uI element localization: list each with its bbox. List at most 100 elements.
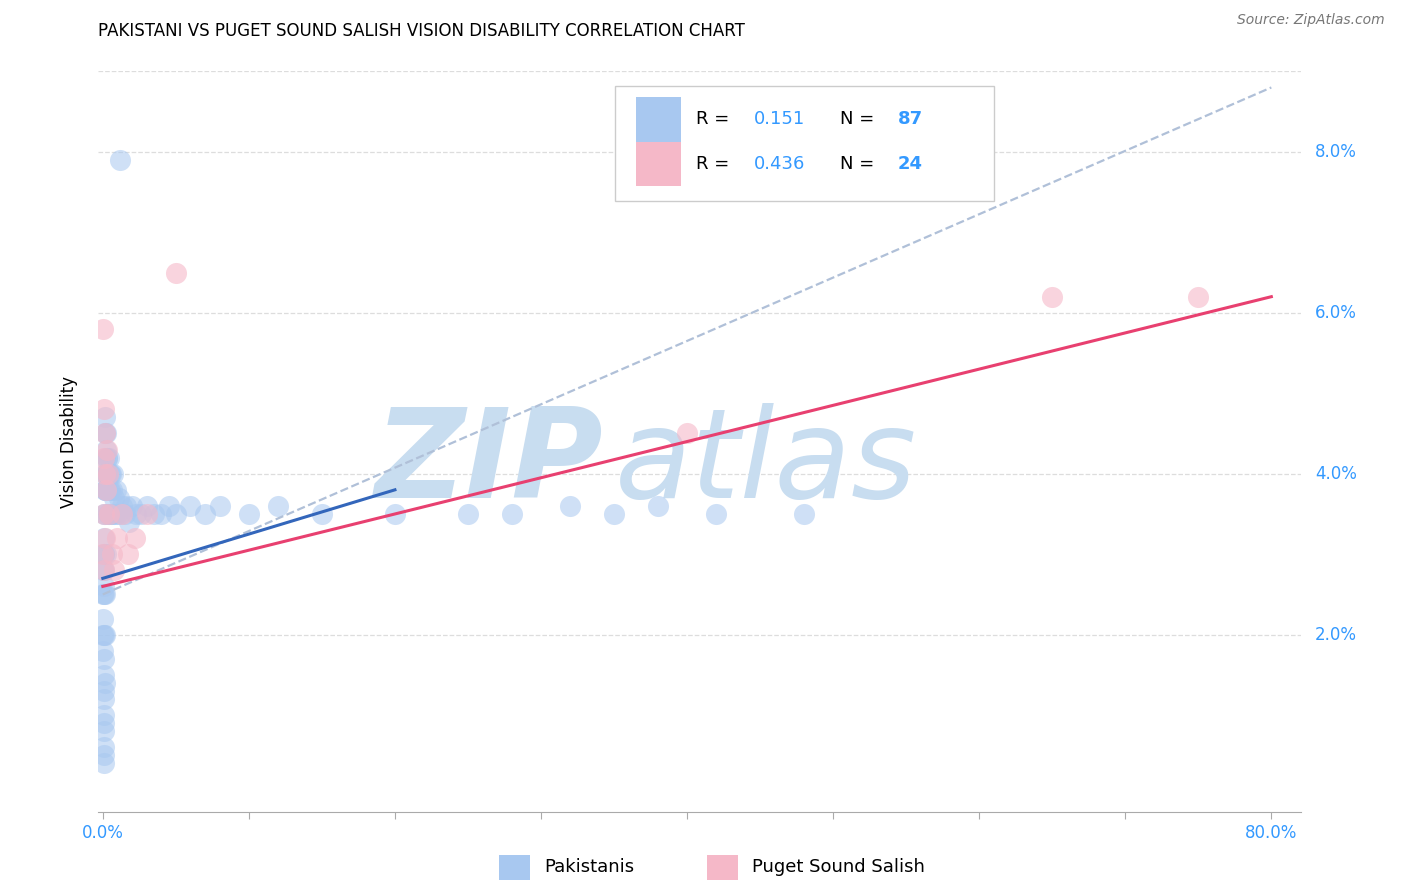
- Y-axis label: Vision Disability: Vision Disability: [59, 376, 77, 508]
- Point: [94, 467, 117, 481]
- Point: [93, 426, 115, 441]
- Point: [135, 507, 157, 521]
- Point: [94, 531, 117, 545]
- Point: [94, 507, 117, 521]
- Point: [150, 507, 173, 521]
- Point: [93, 587, 115, 601]
- Point: [98, 507, 121, 521]
- Point: [108, 491, 131, 505]
- Point: [110, 507, 132, 521]
- Point: [96, 483, 118, 497]
- Point: [93, 652, 115, 666]
- Point: [179, 499, 201, 513]
- Text: 24: 24: [898, 155, 922, 173]
- Text: 2.0%: 2.0%: [1315, 625, 1357, 644]
- Point: [111, 499, 134, 513]
- Point: [94, 410, 117, 425]
- Point: [100, 483, 122, 497]
- Point: [603, 507, 626, 521]
- Point: [93, 563, 115, 577]
- Point: [94, 450, 117, 465]
- Point: [560, 499, 582, 513]
- Text: 8.0%: 8.0%: [1315, 143, 1357, 161]
- Point: [98, 483, 121, 497]
- Point: [1040, 290, 1063, 304]
- FancyBboxPatch shape: [616, 87, 994, 201]
- Point: [157, 499, 180, 513]
- Text: N =: N =: [841, 155, 880, 173]
- Point: [93, 402, 115, 417]
- Point: [103, 563, 125, 577]
- Text: atlas: atlas: [616, 403, 918, 524]
- Point: [107, 531, 129, 545]
- Text: R =: R =: [696, 111, 735, 128]
- Point: [93, 740, 115, 755]
- Point: [93, 483, 115, 497]
- Point: [93, 644, 115, 658]
- Point: [97, 467, 120, 481]
- Point: [97, 450, 120, 465]
- Text: N =: N =: [841, 111, 880, 128]
- Point: [94, 426, 117, 441]
- Point: [94, 483, 117, 497]
- Point: [125, 507, 148, 521]
- Point: [93, 507, 115, 521]
- Point: [96, 442, 118, 457]
- Point: [93, 628, 115, 642]
- Point: [93, 547, 115, 561]
- Point: [94, 483, 117, 497]
- Point: [100, 507, 122, 521]
- Point: [94, 587, 117, 601]
- Point: [97, 507, 120, 521]
- Point: [98, 507, 121, 521]
- Point: [93, 756, 115, 771]
- Point: [103, 507, 125, 521]
- Point: [208, 499, 231, 513]
- Point: [93, 563, 115, 577]
- Point: [103, 491, 125, 505]
- Point: [93, 579, 115, 593]
- FancyBboxPatch shape: [636, 142, 682, 186]
- Point: [117, 547, 139, 561]
- Point: [457, 507, 479, 521]
- Point: [93, 628, 115, 642]
- Point: [97, 467, 120, 481]
- Point: [91, 547, 114, 561]
- Point: [101, 467, 124, 481]
- Point: [96, 467, 118, 481]
- Point: [93, 684, 115, 698]
- Point: [93, 716, 115, 731]
- Point: [93, 628, 115, 642]
- Point: [110, 153, 132, 167]
- Point: [501, 507, 523, 521]
- Point: [93, 676, 115, 690]
- Text: 0.436: 0.436: [754, 155, 806, 173]
- Point: [93, 531, 115, 545]
- Point: [100, 547, 122, 561]
- Point: [93, 692, 115, 706]
- Point: [121, 499, 143, 513]
- Text: ZIP: ZIP: [374, 403, 603, 524]
- Point: [93, 467, 115, 481]
- Point: [93, 668, 115, 682]
- Point: [93, 322, 115, 336]
- Point: [104, 483, 127, 497]
- Point: [91, 587, 114, 601]
- Point: [142, 507, 165, 521]
- Point: [115, 499, 138, 513]
- Point: [107, 507, 129, 521]
- Point: [93, 708, 115, 723]
- Text: 6.0%: 6.0%: [1315, 304, 1357, 322]
- Point: [93, 547, 115, 561]
- Point: [111, 507, 134, 521]
- Text: PAKISTANI VS PUGET SOUND SALISH VISION DISABILITY CORRELATION CHART: PAKISTANI VS PUGET SOUND SALISH VISION D…: [98, 22, 745, 40]
- Point: [384, 507, 406, 521]
- Point: [96, 450, 118, 465]
- Point: [165, 266, 187, 280]
- Text: Puget Sound Salish: Puget Sound Salish: [752, 858, 925, 876]
- Point: [267, 499, 290, 513]
- Point: [194, 507, 217, 521]
- Point: [91, 611, 114, 625]
- Point: [94, 426, 117, 441]
- Point: [101, 507, 124, 521]
